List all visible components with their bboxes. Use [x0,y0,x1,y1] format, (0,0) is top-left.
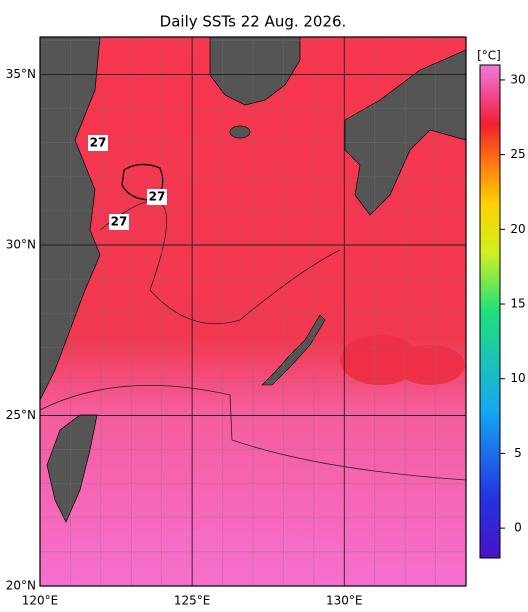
x-tick-label: 120°E [22,594,59,608]
contour-label: 27 [90,136,107,150]
contour-line [121,163,164,201]
land-korea [209,37,301,106]
x-tick-label: 125°E [174,594,211,608]
land-island [229,125,251,139]
warm-patch [40,530,370,586]
land-taiwan [46,414,98,523]
colorbar [479,64,501,559]
colorbar-tick-label: 10 [510,371,525,385]
colorbar-tick-label: 30 [510,72,525,86]
y-tick-label: 25°N [6,408,36,422]
y-tick-label: 35°N [6,67,36,81]
contour-line [40,385,466,481]
colorbar-tick-label: 0 [514,521,522,535]
colorbar-tick-label: 20 [510,222,525,236]
land-ryukyu [261,314,326,386]
label-box [147,189,167,205]
colorbar-tick-label: 25 [510,147,525,161]
contour-labels: 27 27 27 [88,135,167,230]
warm-patch [395,345,465,385]
y-tick-label: 20°N [6,579,36,593]
colorbar-unit: [°C] [477,49,501,63]
contour-label: 27 [149,190,166,204]
land-china [40,37,101,401]
map-frame [39,36,467,587]
x-tick-label: 130°E [326,594,363,608]
y-tick-label: 30°N [6,238,36,252]
colorbar-tick-label: 5 [514,446,522,460]
colorbar-tick-label: 15 [510,297,525,311]
title: Daily SSTs 22 Aug. 2026. [160,13,347,31]
grid [40,37,466,586]
label-box [109,214,129,230]
label-box [88,135,108,151]
axes: 120°E 125°E 130°E 35°N 30°N 25°N 20°N 0 5 10 15 20 2… [6,67,526,607]
contour-label: 27 [111,215,128,229]
map-area [40,37,466,586]
